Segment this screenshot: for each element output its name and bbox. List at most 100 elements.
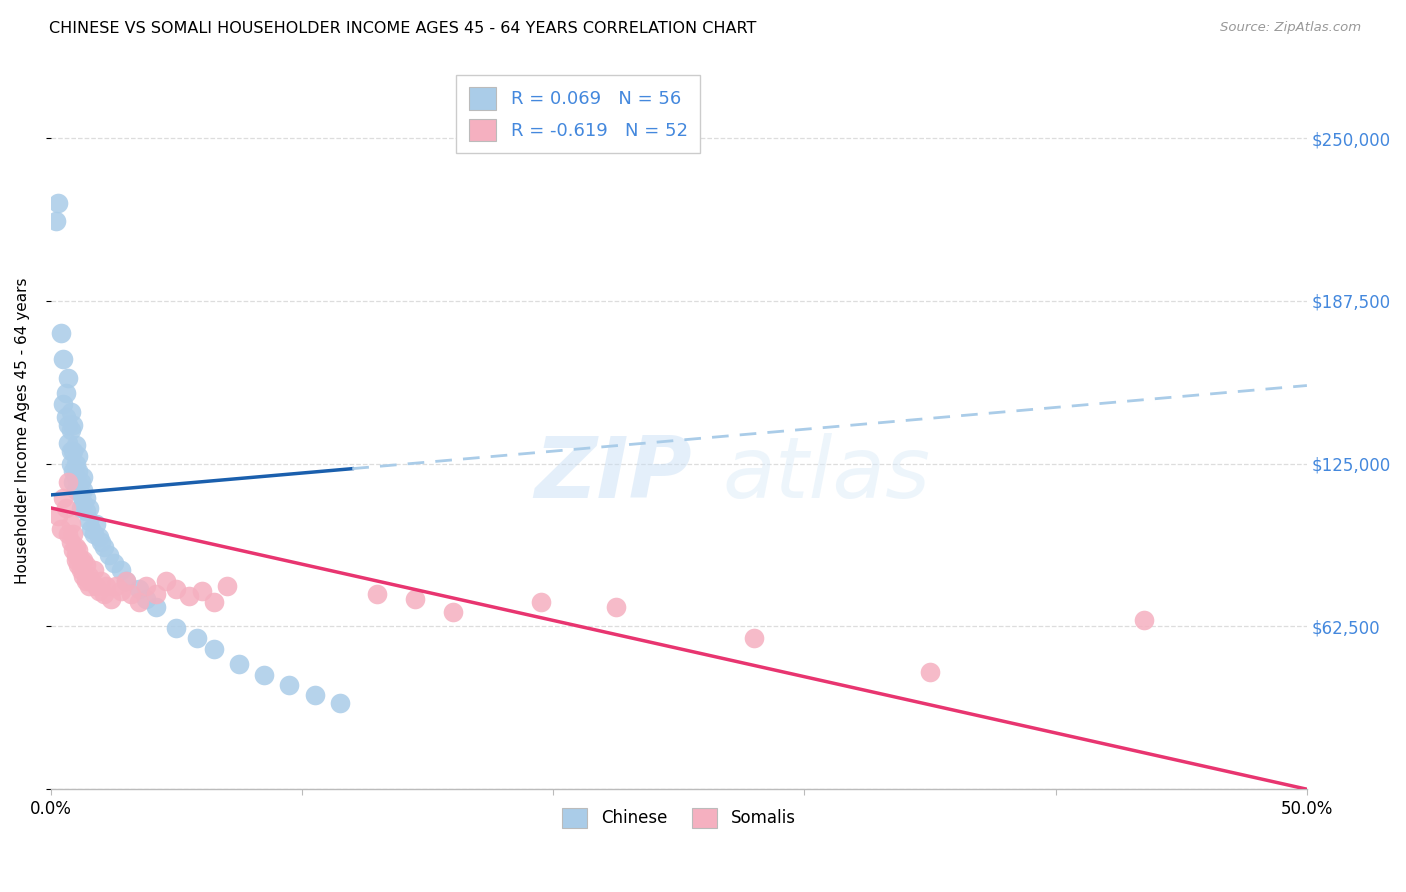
Point	[77, 568, 100, 582]
Point	[67, 449, 90, 463]
Point	[404, 592, 426, 607]
Text: Source: ZipAtlas.com: Source: ZipAtlas.com	[1220, 21, 1361, 34]
Point	[329, 696, 352, 710]
Text: atlas: atlas	[723, 433, 931, 516]
Point	[75, 558, 97, 573]
Point	[65, 457, 87, 471]
Point	[186, 631, 208, 645]
Point	[77, 514, 100, 528]
Point	[65, 553, 87, 567]
Point	[920, 665, 942, 679]
Point	[52, 352, 75, 367]
Point	[190, 584, 212, 599]
Point	[90, 534, 112, 549]
Point	[135, 579, 157, 593]
Point	[77, 579, 100, 593]
Point	[87, 530, 110, 544]
Point	[72, 553, 94, 567]
Point	[58, 475, 80, 489]
Point	[90, 574, 112, 588]
Point	[202, 595, 225, 609]
Point	[65, 438, 87, 452]
Point	[742, 631, 765, 645]
Point	[59, 404, 82, 418]
Point	[75, 574, 97, 588]
Point	[65, 469, 87, 483]
Point	[55, 500, 77, 515]
Point	[72, 469, 94, 483]
Point	[145, 587, 167, 601]
Point	[155, 574, 177, 588]
Legend: Chinese, Somalis: Chinese, Somalis	[555, 801, 801, 835]
Point	[80, 574, 103, 588]
Point	[105, 579, 128, 593]
Point	[110, 584, 132, 599]
Point	[72, 483, 94, 497]
Point	[70, 553, 93, 567]
Point	[128, 582, 150, 596]
Point	[59, 457, 82, 471]
Point	[70, 475, 93, 489]
Point	[75, 503, 97, 517]
Point	[62, 465, 84, 479]
Point	[120, 587, 142, 601]
Point	[55, 386, 77, 401]
Point	[80, 522, 103, 536]
Point	[115, 574, 138, 588]
Point	[83, 527, 105, 541]
Point	[93, 587, 115, 601]
Point	[84, 516, 107, 531]
Point	[100, 592, 122, 607]
Point	[48, 508, 70, 523]
Point	[135, 592, 157, 607]
Point	[83, 564, 105, 578]
Point	[605, 599, 627, 614]
Point	[70, 488, 93, 502]
Point	[59, 534, 82, 549]
Point	[59, 516, 82, 531]
Point	[115, 574, 138, 588]
Point	[77, 500, 100, 515]
Point	[67, 465, 90, 479]
Point	[145, 599, 167, 614]
Point	[62, 527, 84, 541]
Point	[128, 595, 150, 609]
Point	[58, 417, 80, 432]
Point	[278, 678, 301, 692]
Point	[366, 587, 388, 601]
Point	[62, 542, 84, 557]
Point	[165, 582, 187, 596]
Point	[58, 527, 80, 541]
Point	[70, 564, 93, 578]
Point	[97, 548, 120, 562]
Point	[75, 491, 97, 505]
Point	[110, 564, 132, 578]
Point	[58, 370, 80, 384]
Point	[530, 595, 553, 609]
Point	[52, 491, 75, 505]
Point	[67, 558, 90, 573]
Point	[48, 196, 70, 211]
Point	[49, 522, 72, 536]
Point	[59, 423, 82, 437]
Text: CHINESE VS SOMALI HOUSEHOLDER INCOME AGES 45 - 64 YEARS CORRELATION CHART: CHINESE VS SOMALI HOUSEHOLDER INCOME AGE…	[49, 21, 756, 36]
Point	[45, 214, 67, 228]
Point	[65, 483, 87, 497]
Text: ZIP: ZIP	[534, 433, 692, 516]
Point	[228, 657, 250, 672]
Point	[72, 496, 94, 510]
Point	[215, 579, 238, 593]
Point	[202, 641, 225, 656]
Point	[94, 579, 117, 593]
Point	[58, 435, 80, 450]
Point	[67, 542, 90, 557]
Point	[304, 689, 326, 703]
Point	[49, 326, 72, 341]
Point	[67, 477, 90, 491]
Point	[253, 667, 276, 681]
Point	[55, 409, 77, 424]
Point	[1132, 613, 1154, 627]
Point	[103, 556, 125, 570]
Point	[62, 417, 84, 432]
Point	[62, 475, 84, 489]
